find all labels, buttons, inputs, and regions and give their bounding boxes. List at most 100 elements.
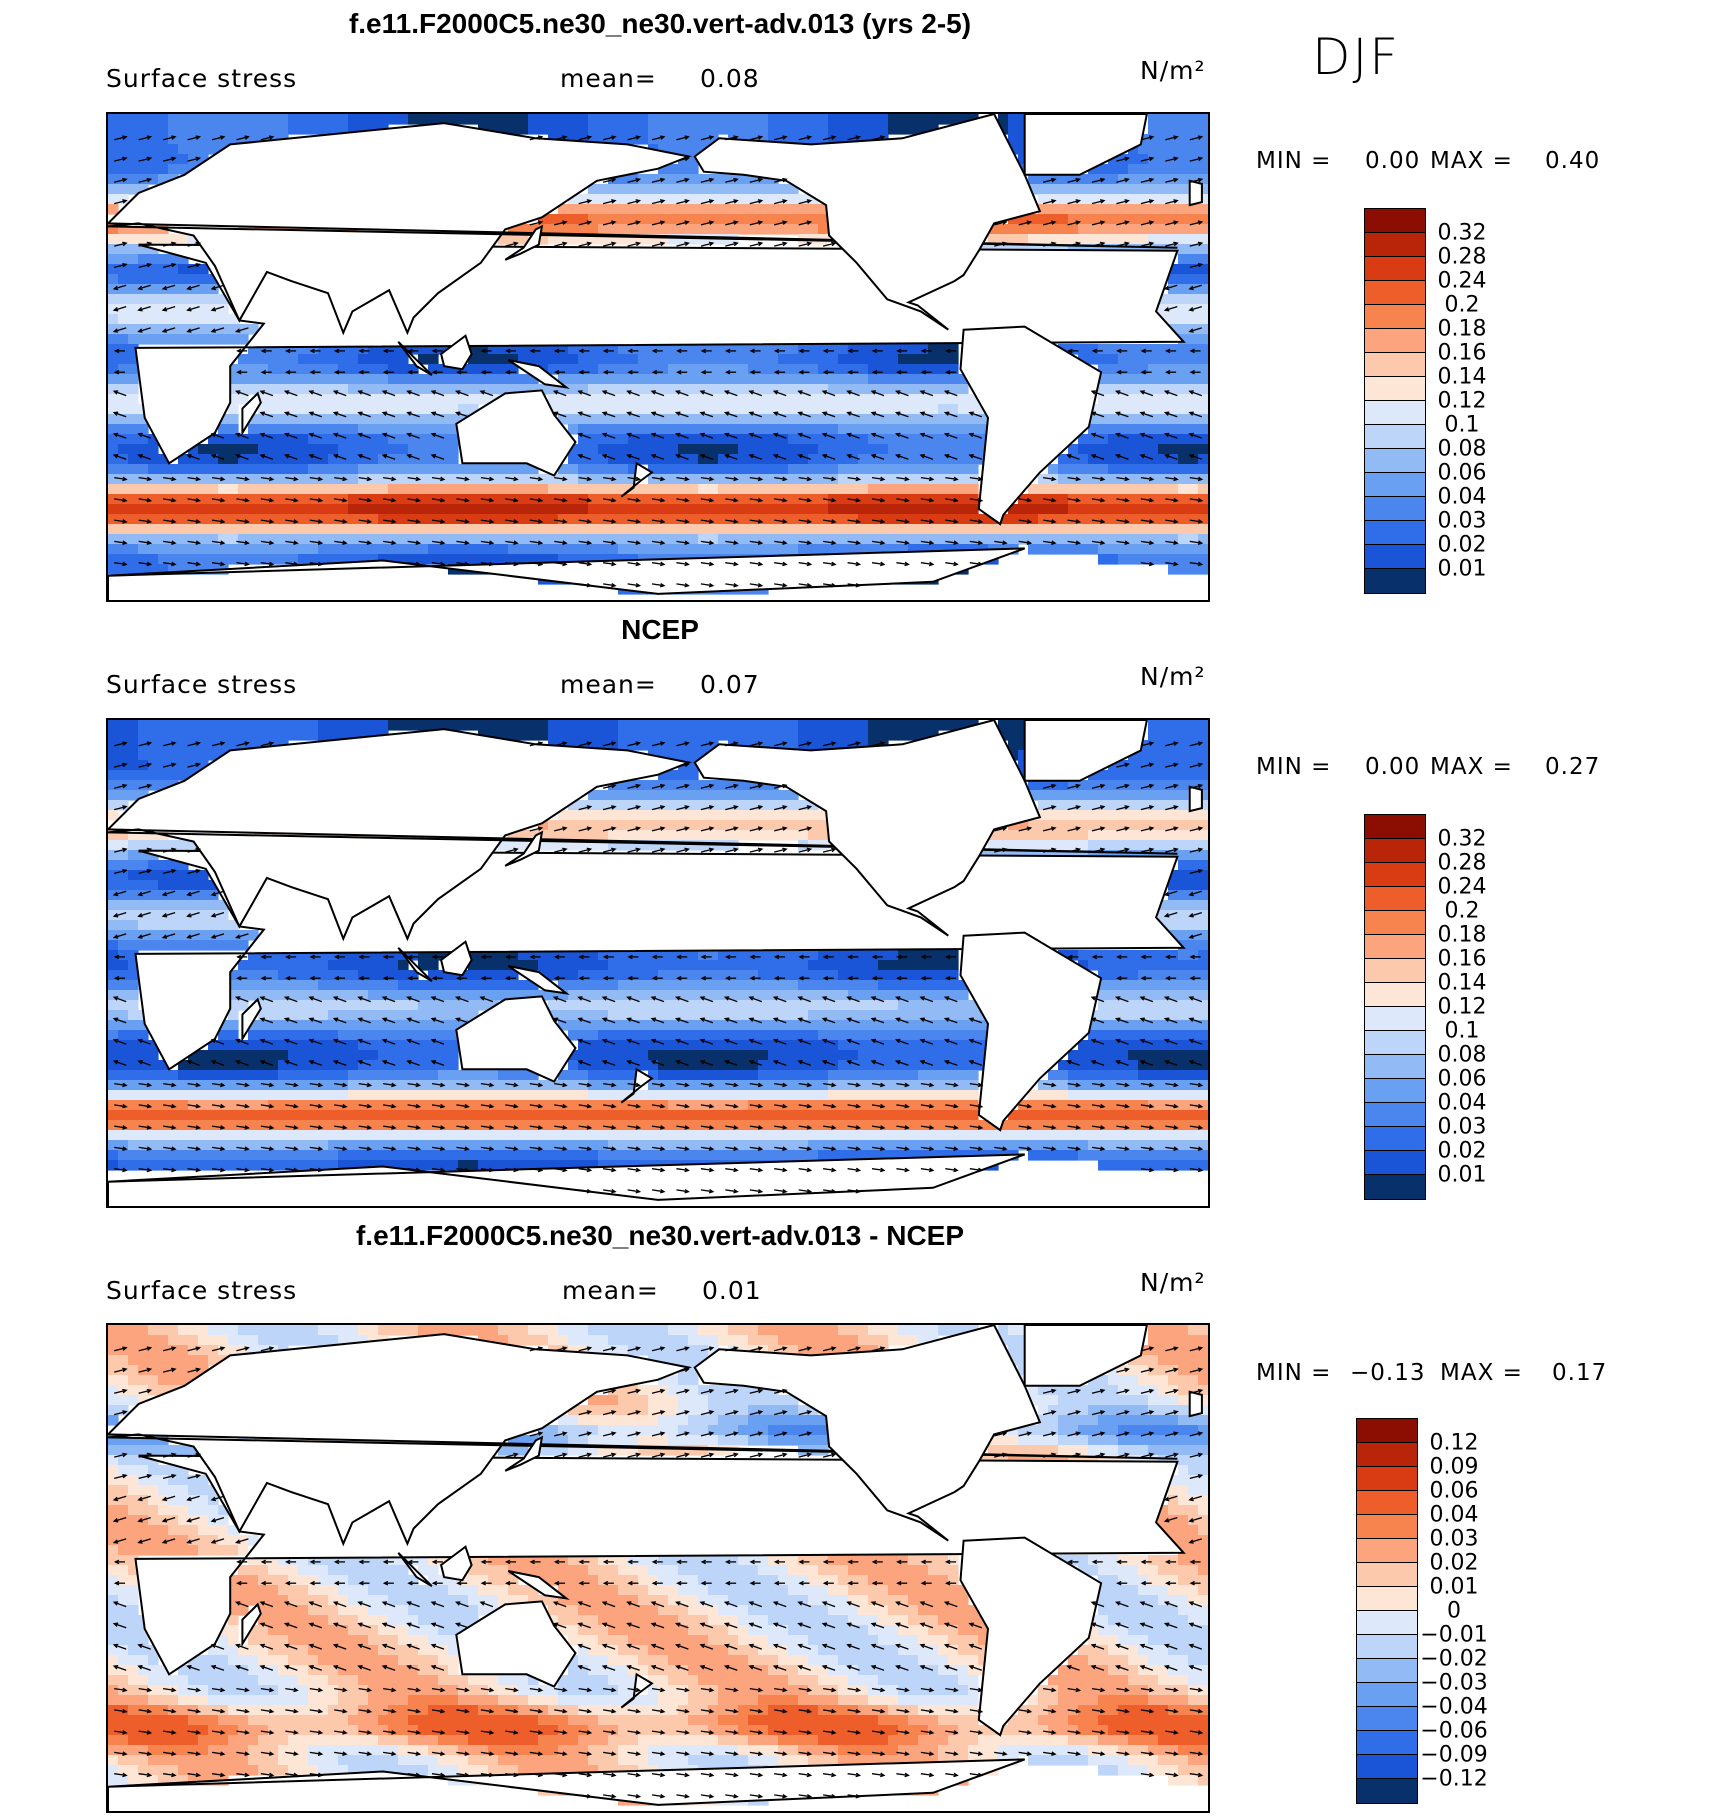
field-cell xyxy=(558,214,569,225)
field-cell xyxy=(228,464,239,475)
field-cell xyxy=(428,344,439,355)
field-cell xyxy=(868,444,879,455)
field-cell xyxy=(1068,800,1079,811)
field-cell xyxy=(738,194,749,205)
field-cell xyxy=(588,414,599,425)
field-cell xyxy=(148,830,159,841)
field-cell xyxy=(1198,184,1208,195)
stress-vector-head xyxy=(333,369,340,375)
field-cell xyxy=(598,424,609,435)
field-cell xyxy=(538,504,549,515)
stress-vector-head xyxy=(708,582,715,588)
field-cell xyxy=(778,224,789,235)
stress-vector-head xyxy=(650,411,657,416)
stress-vector-head xyxy=(684,156,690,162)
stress-vector xyxy=(138,263,151,269)
field-cell xyxy=(1198,194,1208,205)
field-cell xyxy=(1108,174,1119,185)
field-cell xyxy=(808,464,819,475)
stress-vector-head xyxy=(391,476,397,482)
stress-vector-head xyxy=(293,540,299,546)
field-cell xyxy=(1088,224,1099,235)
field-cell xyxy=(168,840,179,851)
field-cell xyxy=(698,504,709,515)
field-cell xyxy=(378,384,389,395)
field-cell xyxy=(128,254,139,265)
field-cell xyxy=(788,434,799,445)
stress-vector-head xyxy=(1114,411,1121,416)
field-cell xyxy=(708,820,719,831)
field-cell xyxy=(1078,494,1089,505)
stress-vector-head xyxy=(855,519,862,524)
field-cell xyxy=(818,830,829,841)
stress-vector xyxy=(1165,305,1178,311)
stress-vector xyxy=(896,519,909,523)
field-cell xyxy=(278,544,289,555)
stress-vector xyxy=(725,540,738,544)
field-cell xyxy=(848,474,859,485)
field-cell xyxy=(648,504,659,515)
stress-vector xyxy=(114,476,127,481)
stress-vector-head xyxy=(1189,369,1195,375)
stress-vector xyxy=(407,540,420,544)
field-cell xyxy=(1118,234,1129,245)
stress-vector xyxy=(725,498,738,502)
field-cell xyxy=(578,374,589,385)
field-cell xyxy=(268,374,279,385)
field-cell xyxy=(908,544,919,555)
field-cell xyxy=(888,414,899,425)
field-cell xyxy=(828,114,839,125)
field-cell xyxy=(1188,174,1199,185)
field-cell xyxy=(1178,454,1189,465)
stress-vector xyxy=(334,519,347,523)
stress-vector xyxy=(554,498,567,502)
stress-vector xyxy=(333,433,347,439)
stress-vector xyxy=(627,562,640,566)
field-cell xyxy=(368,424,379,435)
field-cell xyxy=(688,144,699,155)
field-cell xyxy=(728,174,739,185)
field-cell xyxy=(608,354,619,365)
field-cell xyxy=(688,454,699,465)
field-cell xyxy=(918,474,929,485)
field-cell xyxy=(768,394,779,405)
field-cell xyxy=(928,444,939,455)
field-cell xyxy=(1178,384,1189,395)
field-cell xyxy=(1158,454,1169,465)
field-cell xyxy=(388,514,399,525)
field-cell xyxy=(588,434,599,445)
stress-vector-head xyxy=(1114,454,1121,459)
field-cell xyxy=(1028,184,1039,195)
field-cell xyxy=(928,364,939,375)
field-cell xyxy=(398,720,409,731)
field-cell xyxy=(258,504,269,515)
field-cell xyxy=(698,544,709,555)
stress-vector-head xyxy=(1197,540,1204,546)
field-cell xyxy=(1128,544,1139,555)
field-cell xyxy=(1188,840,1199,851)
field-cell xyxy=(758,434,769,445)
field-cell xyxy=(348,544,359,555)
panel-2-map-canvas xyxy=(108,720,1208,1206)
field-cell xyxy=(378,554,389,565)
field-cell xyxy=(168,730,179,741)
stress-vector-head xyxy=(366,540,373,546)
field-cell xyxy=(328,554,339,565)
field-cell xyxy=(608,720,619,731)
field-cell xyxy=(848,464,859,475)
stress-vector xyxy=(1018,519,1031,523)
field-cell xyxy=(748,524,759,535)
field-cell xyxy=(188,840,199,851)
field-cell xyxy=(1088,464,1099,475)
field-cell xyxy=(878,414,889,425)
field-cell xyxy=(808,514,819,525)
field-cell xyxy=(1008,504,1019,515)
field-cell xyxy=(1188,880,1199,891)
field-cell xyxy=(738,394,749,405)
field-cell xyxy=(1038,504,1049,515)
field-cell xyxy=(948,720,959,731)
stress-vector xyxy=(309,454,323,460)
field-cell xyxy=(888,404,899,415)
field-cell xyxy=(1128,760,1139,771)
field-cell xyxy=(698,204,709,215)
